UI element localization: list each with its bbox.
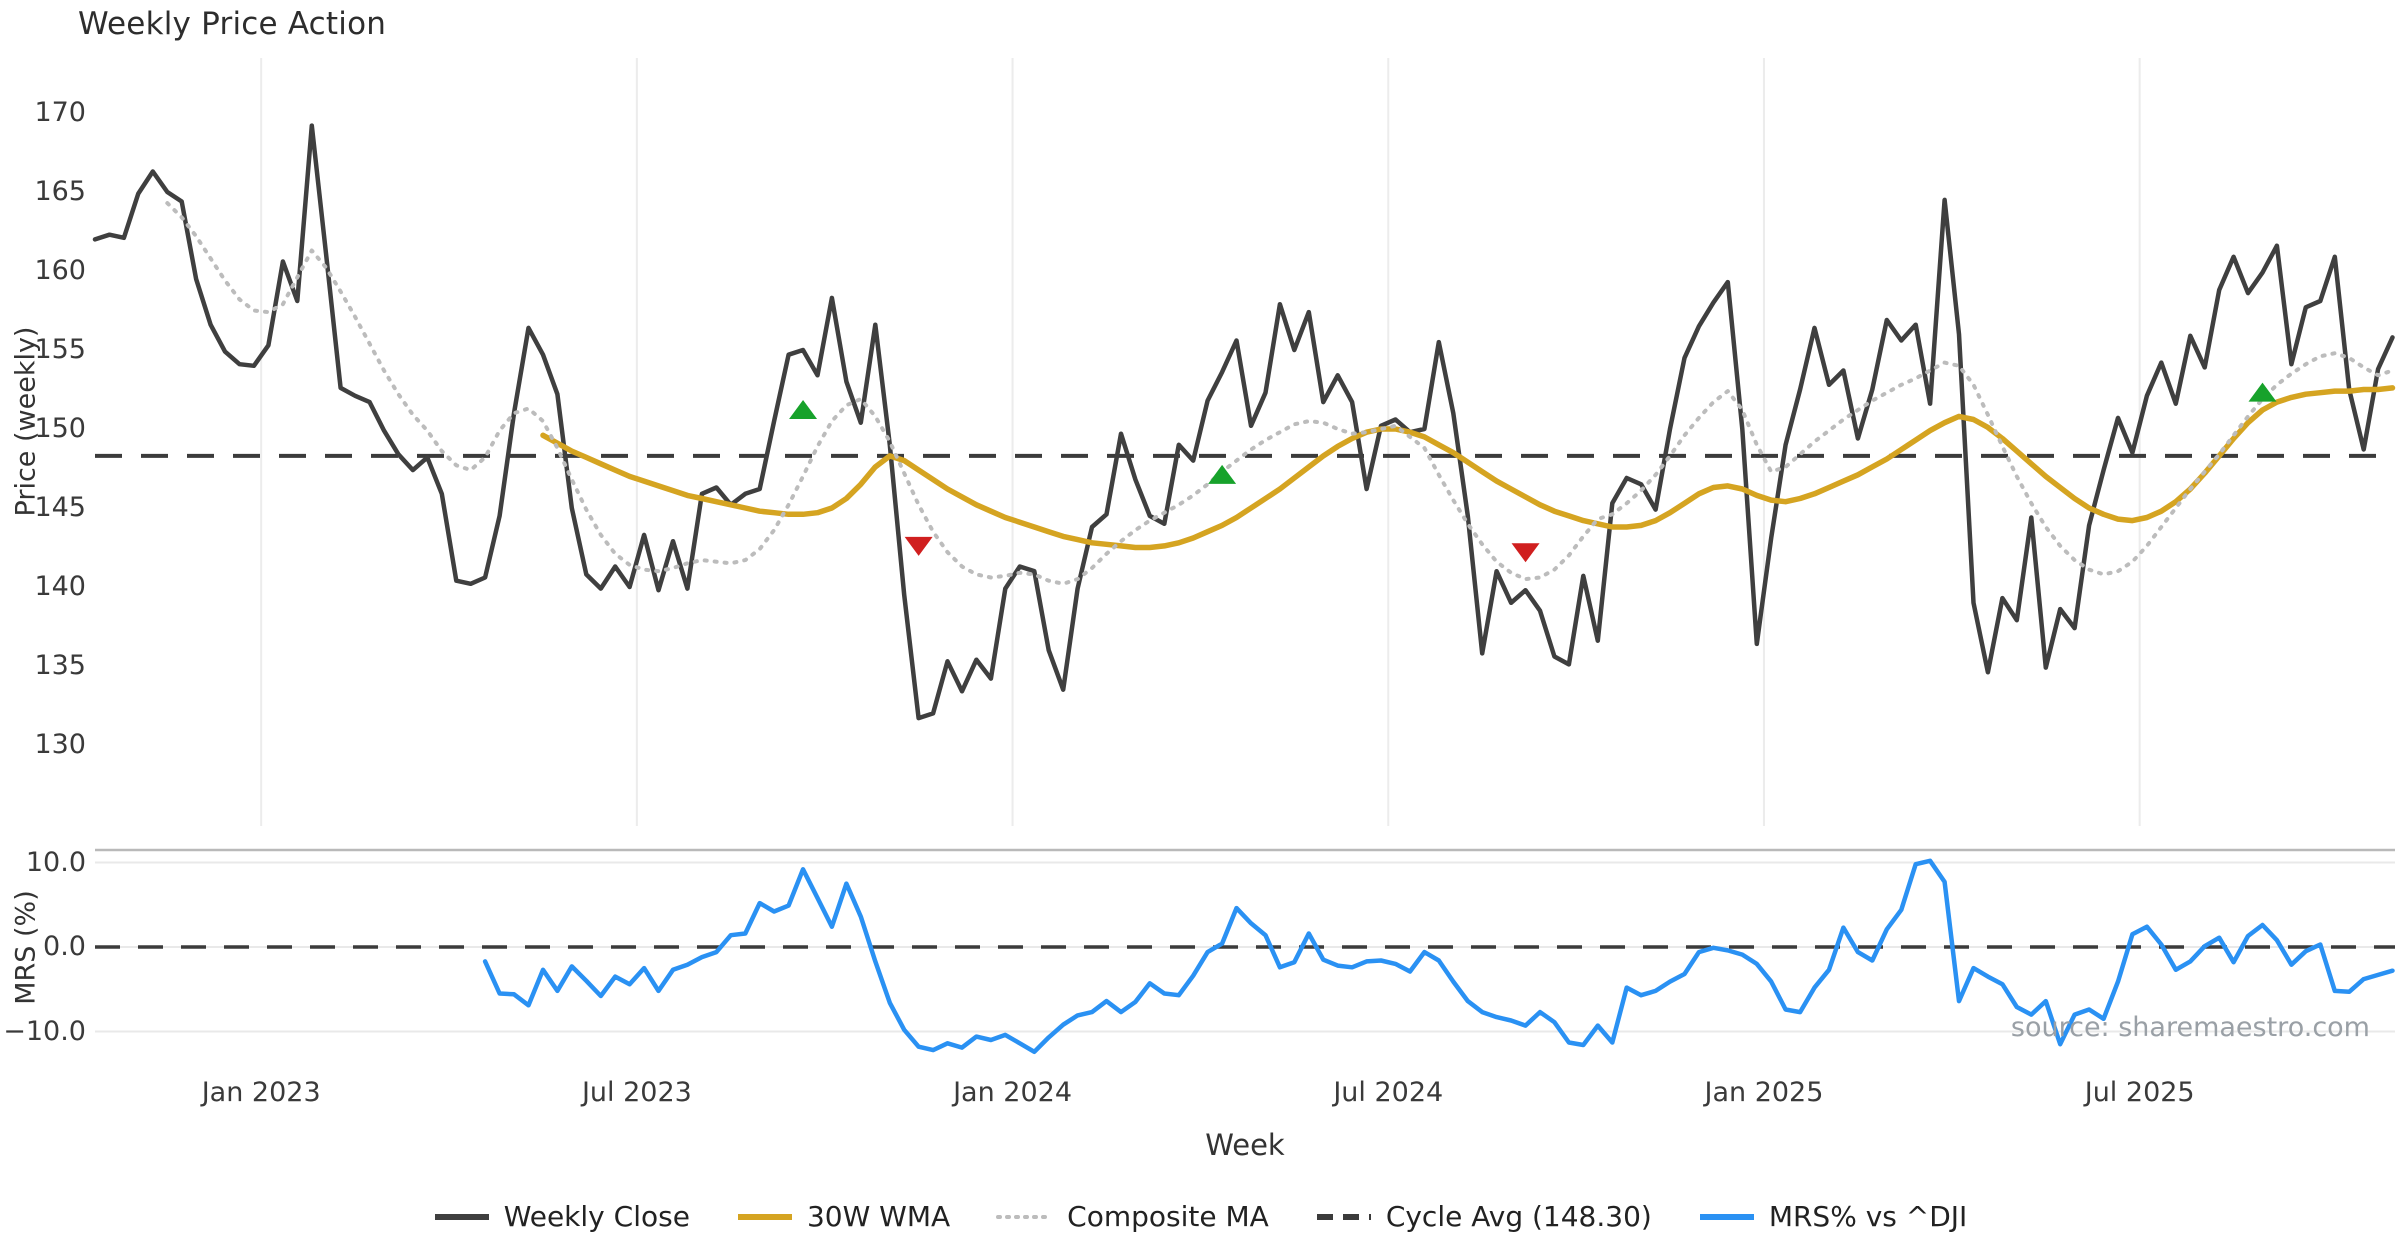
buy-signal-up-triangle [1208,464,1237,484]
legend-item-mrs-vs-dji: MRS% vs ^DJI [1698,1200,1968,1233]
x-tick-label: Jul 2023 [581,1077,692,1108]
sell-signal-down-triangle [904,536,933,556]
buy-signal-up-triangle [789,400,818,420]
x-tick-label: Jan 2023 [201,1077,321,1108]
legend-item-30w-wma: 30W WMA [736,1200,950,1233]
price-tick-label: 145 [34,492,86,523]
series-weekly-close [92,123,2395,721]
x-tick-label: Jan 2024 [953,1077,1073,1108]
price-tick-label: 160 [34,255,86,286]
buy-signal-up-triangle [2248,382,2277,402]
legend-item-cycle-avg-148-30-: Cycle Avg (148.30) [1315,1200,1652,1233]
legend-label: Composite MA [1067,1200,1269,1233]
series-30w-wma [540,385,2396,551]
price-tick-label: 170 [34,97,86,128]
mrs-tick-label: 0.0 [43,931,86,962]
sell-signal-down-triangle [1511,543,1540,563]
series-mrs-vs-dji [482,858,2395,1055]
mrs-tick-label: −10.0 [3,1015,86,1047]
page-title: Weekly Price Action [78,6,387,42]
price-tick-label: 150 [34,413,86,444]
legend-label: Cycle Avg (148.30) [1385,1200,1652,1233]
x-tick-label: Jul 2024 [1333,1077,1444,1108]
legend-label: MRS% vs ^DJI [1768,1200,1968,1233]
price-tick-label: 130 [34,729,86,760]
legend-label: 30W WMA [806,1200,951,1233]
legend-swatch-solid [434,1213,489,1220]
legend-swatch-solid [1699,1213,1754,1220]
price-tick-label: 165 [34,176,86,207]
legend-item-composite-ma: Composite MA [996,1200,1269,1233]
legend-label: Weekly Close [503,1200,690,1233]
x-tick-label: Jul 2025 [2084,1077,2195,1108]
price-tick-label: 140 [34,571,86,602]
legend-item-weekly-close: Weekly Close [433,1200,690,1233]
price-tick-label: 135 [34,650,86,681]
legend-swatch-solid [737,1213,792,1220]
legend-swatch-dotted [996,1214,1055,1219]
mrs-tick-label: 10.0 [25,846,86,878]
chart-legend: Weekly Close 30W WMA Composite MA Cycle Avg… [0,1200,2400,1233]
price-tick-label: 155 [34,334,86,365]
series-composite-ma [165,201,2395,586]
legend-swatch-dashed [1316,1213,1371,1220]
x-tick-label: Jan 2025 [1704,1077,1824,1108]
x-axis-label: Week [1205,1128,1285,1162]
source-note: source: sharemaestro.com [2010,1012,2370,1043]
